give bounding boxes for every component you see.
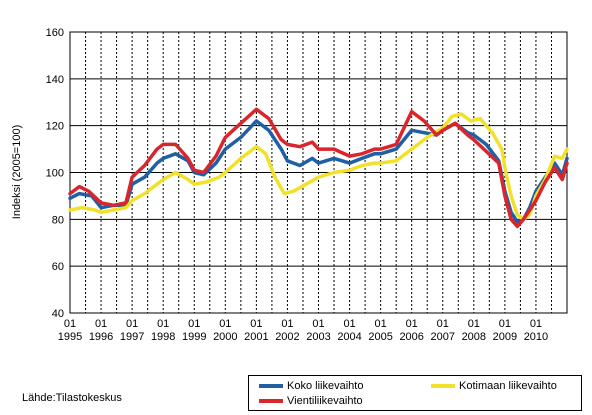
x-tick-month: 01 xyxy=(343,318,355,330)
legend-label-kotimaan: Kotimaan liikevaihto xyxy=(459,380,557,392)
x-tick-year: 2008 xyxy=(462,331,486,343)
x-tick-year: 2003 xyxy=(306,331,330,343)
series-group xyxy=(68,107,569,229)
x-tick-month: 01 xyxy=(64,318,76,330)
x-axis: 0119950119960119970119980119990120000120… xyxy=(58,318,548,343)
source-note: Lähde:Tilastokeskus xyxy=(22,392,122,404)
legend-swatch-koko xyxy=(259,384,283,388)
x-tick-year: 2009 xyxy=(493,331,517,343)
x-tick-month: 01 xyxy=(281,318,293,330)
x-tick-month: 01 xyxy=(188,318,200,330)
legend-label-koko: Koko liikevaihto xyxy=(287,380,364,392)
x-tick-year: 2005 xyxy=(368,331,392,343)
x-tick-month: 01 xyxy=(437,318,449,330)
y-tick-label: 120 xyxy=(46,121,64,133)
series-line-3 xyxy=(68,107,569,229)
x-tick-year: 2007 xyxy=(431,331,455,343)
x-tick-month: 01 xyxy=(499,318,511,330)
y-tick-label: 80 xyxy=(52,214,64,226)
series-line-2 xyxy=(68,112,569,222)
x-tick-month: 01 xyxy=(95,318,107,330)
x-tick-month: 01 xyxy=(468,318,480,330)
x-tick-month: 01 xyxy=(312,318,324,330)
legend-swatch-vienti xyxy=(259,399,283,403)
x-tick-month: 01 xyxy=(406,318,418,330)
legend-item-vienti: Vientiliikevaihto xyxy=(259,395,363,407)
legend-item-koko: Koko liikevaihto xyxy=(259,380,363,392)
x-tick-month: 01 xyxy=(375,318,387,330)
y-axis-label: Indeksi (2005=100) xyxy=(11,125,23,219)
y-tick-label: 40 xyxy=(52,308,64,320)
x-tick-year: 2010 xyxy=(524,331,548,343)
x-tick-year: 2001 xyxy=(244,331,268,343)
y-tick-label: 160 xyxy=(46,27,64,39)
legend-swatch-kotimaan xyxy=(431,384,455,388)
x-tick-year: 1995 xyxy=(58,331,82,343)
x-tick-year: 1998 xyxy=(151,331,175,343)
y-tick-label: 100 xyxy=(46,168,64,180)
x-tick-month: 01 xyxy=(250,318,262,330)
legend-item-kotimaan: Kotimaan liikevaihto xyxy=(431,380,557,392)
x-tick-year: 1999 xyxy=(182,331,206,343)
y-axis: 40 60 80 100 120 140 160 xyxy=(46,27,64,320)
y-tick-label: 140 xyxy=(46,74,64,86)
x-tick-month: 01 xyxy=(219,318,231,330)
legend: Koko liikevaihto Kotimaan liikevaihto Vi… xyxy=(248,375,582,411)
legend-label-vienti: Vientiliikevaihto xyxy=(287,395,363,407)
x-tick-year: 2004 xyxy=(337,331,361,343)
x-tick-year: 2006 xyxy=(399,331,423,343)
y-tick-label: 60 xyxy=(52,261,64,273)
x-tick-month: 01 xyxy=(126,318,138,330)
x-tick-month: 01 xyxy=(530,318,542,330)
x-tick-year: 1996 xyxy=(89,331,113,343)
x-tick-year: 2002 xyxy=(275,331,299,343)
x-tick-year: 2000 xyxy=(213,331,237,343)
x-tick-year: 1997 xyxy=(120,331,144,343)
series-line-1 xyxy=(68,119,569,224)
x-tick-month: 01 xyxy=(157,318,169,330)
